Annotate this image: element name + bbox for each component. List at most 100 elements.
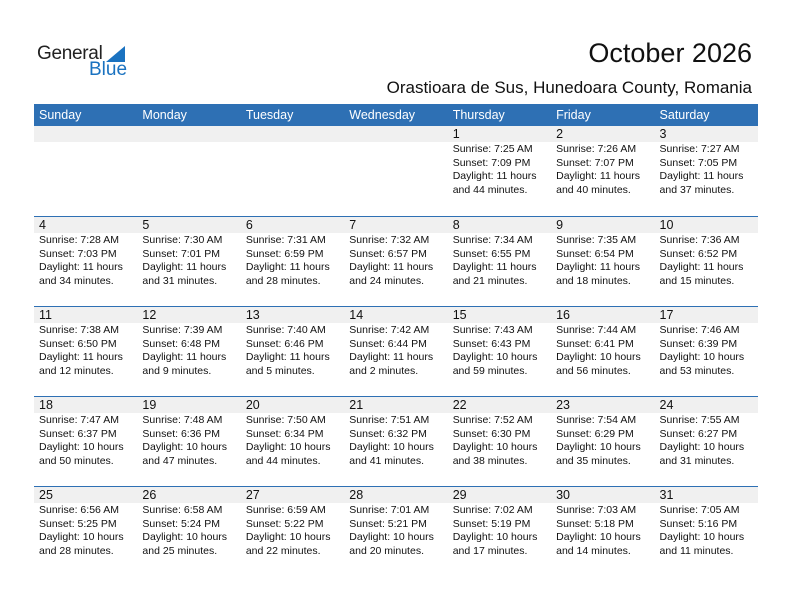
daylight-text: Daylight: 10 hours — [142, 441, 228, 453]
daylight-text: and 28 minutes. — [39, 544, 114, 557]
daylight-text: and 40 minutes. — [556, 183, 631, 196]
sunrise-text: Sunrise: 7:34 AM — [452, 234, 533, 246]
sunset-text: Sunset: 7:05 PM — [659, 156, 738, 169]
day-number: 25 — [39, 488, 53, 502]
sunset-text: Sunset: 6:43 PM — [452, 337, 531, 350]
daylight-text: Daylight: 11 hours — [39, 351, 123, 363]
weekday-monday: Monday — [142, 108, 187, 122]
day-cell: 18 Sunrise: 7:47 AM Sunset: 6:37 PM Dayligh… — [34, 397, 137, 486]
sunset-text: Sunset: 5:22 PM — [245, 517, 324, 530]
weekday-tuesday: Tuesday — [245, 108, 294, 122]
sunrise-text: Sunrise: 7:26 AM — [556, 143, 637, 155]
daylight-text: Daylight: 10 hours — [245, 531, 331, 543]
sunrise-text: Sunrise: 7:28 AM — [39, 234, 119, 246]
daylight-text: and 59 minutes. — [452, 364, 528, 377]
sunset-text: Sunset: 5:18 PM — [556, 517, 634, 530]
daylight-text: and 41 minutes. — [349, 454, 424, 467]
day-number: 3 — [659, 127, 667, 141]
daylight-text: and 50 minutes. — [39, 454, 114, 467]
day-cell: 21 Sunrise: 7:51 AM Sunset: 6:32 PM Dayligh… — [344, 397, 447, 486]
sunset-text: Sunset: 5:25 PM — [39, 517, 117, 530]
day-cell: 2 Sunrise: 7:26 AM Sunset: 7:07 PM Daylight… — [551, 126, 654, 216]
daylight-text: Daylight: 10 hours — [556, 441, 641, 453]
sunrise-text: Sunrise: 7:50 AM — [245, 414, 326, 426]
daylight-text: and 56 minutes. — [556, 364, 631, 377]
daylight-text: Daylight: 10 hours — [556, 351, 641, 363]
daylight-text: Daylight: 10 hours — [39, 441, 124, 453]
daylight-text: Daylight: 11 hours — [349, 261, 434, 273]
weekday-saturday: Saturday — [659, 108, 710, 122]
sunrise-text: Sunrise: 7:01 AM — [349, 504, 430, 516]
sunrise-text: Sunrise: 7:51 AM — [349, 414, 430, 426]
logo-text-general: General — [37, 43, 103, 64]
daylight-text: and 31 minutes. — [659, 454, 735, 467]
sunset-text: Sunset: 6:46 PM — [245, 337, 324, 350]
day-cell: 27 Sunrise: 6:59 AM Sunset: 5:22 PM Dayligh… — [241, 487, 344, 576]
daylight-text: Daylight: 10 hours — [452, 351, 538, 363]
day-number: 30 — [556, 488, 571, 502]
daylight-text: and 15 minutes. — [659, 274, 735, 287]
sunrise-text: Sunrise: 7:44 AM — [556, 324, 637, 336]
daylight-text: and 44 minutes. — [245, 454, 321, 467]
daylight-text: and 44 minutes. — [452, 183, 528, 196]
day-cell: 9 Sunrise: 7:35 AM Sunset: 6:54 PM Daylight… — [551, 217, 654, 306]
day-cell: 22 Sunrise: 7:52 AM Sunset: 6:30 PM Dayligh… — [448, 397, 551, 486]
sunrise-text: Sunrise: 7:55 AM — [659, 414, 740, 426]
daylight-text: Daylight: 10 hours — [659, 351, 745, 363]
sunset-text: Sunset: 5:16 PM — [659, 517, 738, 530]
sunset-text: Sunset: 5:24 PM — [142, 517, 221, 530]
sunset-text: Sunset: 6:32 PM — [349, 427, 427, 440]
day-number: 21 — [349, 398, 364, 412]
daylight-text: Daylight: 11 hours — [452, 170, 537, 182]
day-number: 14 — [349, 308, 364, 322]
daylight-text: and 25 minutes. — [142, 544, 218, 557]
daylight-text: Daylight: 11 hours — [142, 351, 227, 363]
day-cell: 3 Sunrise: 7:27 AM Sunset: 7:05 PM Daylight… — [655, 126, 758, 216]
daylight-text: Daylight: 10 hours — [452, 531, 538, 543]
sunrise-text: Sunrise: 7:48 AM — [142, 414, 223, 426]
sunset-text: Sunset: 7:07 PM — [556, 156, 634, 169]
daylight-text: and 34 minutes. — [39, 274, 114, 287]
sunset-text: Sunset: 7:03 PM — [39, 247, 117, 260]
daylight-text: Daylight: 11 hours — [245, 351, 330, 363]
sunrise-text: Sunrise: 7:25 AM — [452, 143, 533, 155]
sunrise-text: Sunrise: 6:58 AM — [142, 504, 223, 516]
daylight-text: and 9 minutes. — [142, 364, 212, 377]
sunrise-text: Sunrise: 7:05 AM — [659, 504, 740, 516]
sunrise-text: Sunrise: 7:27 AM — [659, 143, 740, 155]
day-number: 12 — [142, 308, 157, 322]
sunrise-text: Sunrise: 7:52 AM — [452, 414, 533, 426]
daylight-text: Daylight: 10 hours — [659, 441, 745, 453]
daylight-text: Daylight: 11 hours — [659, 261, 744, 273]
sunrise-text: Sunrise: 7:32 AM — [349, 234, 430, 246]
empty-day-cell — [137, 126, 240, 216]
day-cell: 25 Sunrise: 6:56 AM Sunset: 5:25 PM Dayligh… — [34, 487, 137, 576]
sunrise-text: Sunrise: 7:43 AM — [452, 324, 533, 336]
day-cell: 1 Sunrise: 7:25 AM Sunset: 7:09 PM Daylight… — [448, 126, 551, 216]
day-number: 28 — [349, 488, 364, 502]
sunset-text: Sunset: 6:52 PM — [659, 247, 738, 260]
sunrise-text: Sunrise: 6:56 AM — [39, 504, 119, 516]
daylight-text: and 28 minutes. — [245, 274, 321, 287]
sunrise-text: Sunrise: 7:03 AM — [556, 504, 637, 516]
weekday-friday: Friday — [556, 108, 591, 122]
weekday-header: Sunday Monday Tuesday Wednesday Thursday Frid… — [34, 104, 758, 126]
sunrise-text: Sunrise: 7:54 AM — [556, 414, 637, 426]
empty-day-cell — [34, 126, 137, 216]
day-number: 16 — [556, 308, 571, 322]
sunrise-text: Sunrise: 7:30 AM — [142, 234, 223, 246]
day-number: 24 — [659, 398, 674, 412]
daylight-text: and 11 minutes. — [659, 544, 734, 557]
day-cell: 4 Sunrise: 7:28 AM Sunset: 7:03 PM Daylight… — [34, 217, 137, 306]
daylight-text: and 14 minutes. — [556, 544, 631, 557]
sunrise-text: Sunrise: 7:02 AM — [452, 504, 533, 516]
daylight-text: Daylight: 11 hours — [659, 170, 744, 182]
sunrise-text: Sunrise: 7:35 AM — [556, 234, 637, 246]
day-number: 13 — [245, 308, 260, 322]
weekday-sunday: Sunday — [39, 108, 82, 122]
day-number: 27 — [245, 488, 260, 502]
sunset-text: Sunset: 6:55 PM — [452, 247, 531, 260]
sunrise-text: Sunrise: 7:38 AM — [39, 324, 119, 336]
day-number: 6 — [245, 218, 253, 232]
sunset-text: Sunset: 5:21 PM — [349, 517, 427, 530]
